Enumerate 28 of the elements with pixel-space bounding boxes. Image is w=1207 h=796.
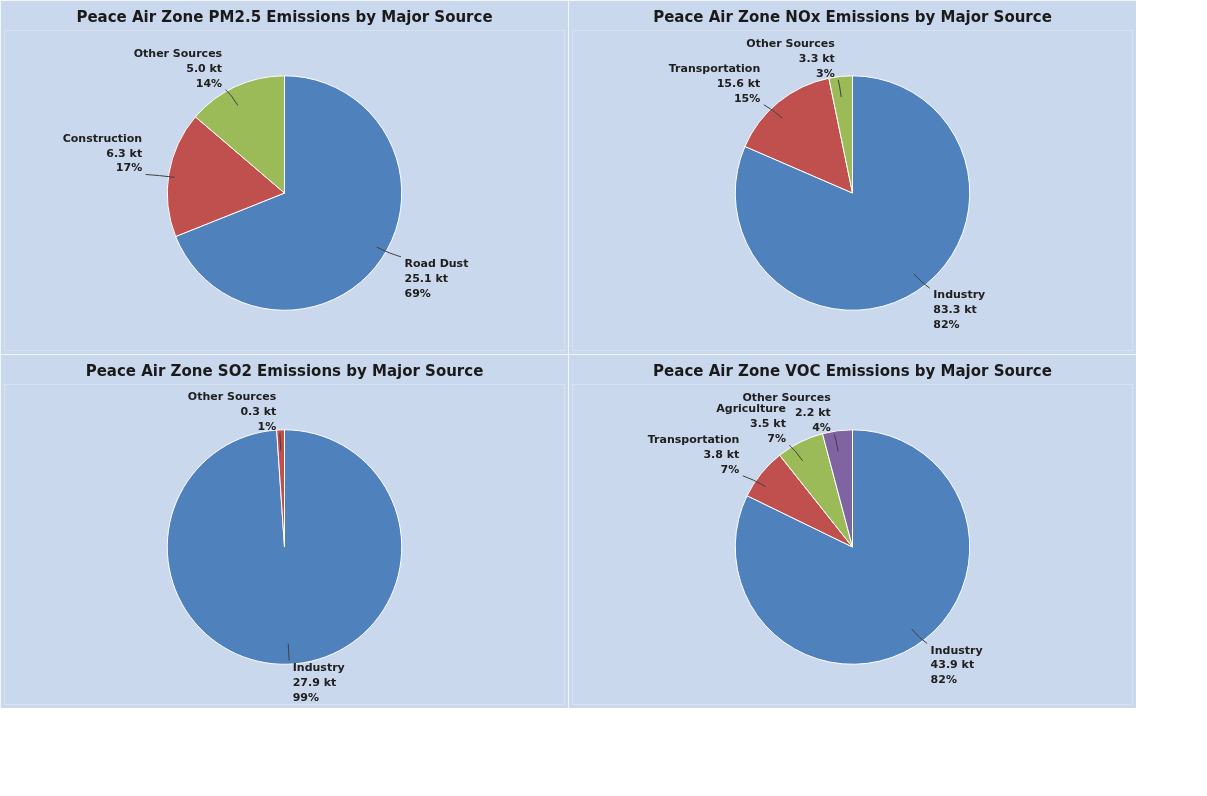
slice-label: Road Dust [404, 256, 469, 270]
slice-label: Transportation [668, 61, 761, 75]
slice-label: Industry [930, 643, 983, 657]
slice-label: Construction [62, 131, 143, 145]
data-label: 3.3 kt 3% [798, 51, 835, 80]
data-label: 43.9 kt 82% [930, 658, 975, 687]
data-label: 3.8 kt 7% [703, 447, 740, 476]
chart-title: Peace Air Zone VOC Emissions by Major Source [653, 361, 1052, 380]
data-label: 2.2 kt 4% [794, 406, 831, 435]
slice-label: Other Sources [742, 391, 832, 405]
chart-title: Peace Air Zone NOx Emissions by Major Source [653, 7, 1052, 26]
data-label: 25.1 kt 69% [404, 271, 449, 300]
slice-label: Other Sources [746, 36, 836, 50]
chart-title: Peace Air Zone PM2.5 Emissions by Major Source [76, 7, 493, 26]
slice-label: Transportation [647, 432, 740, 446]
slice-label: Other Sources [133, 46, 223, 60]
data-label: 3.5 kt 7% [750, 417, 786, 446]
slice-label: Other Sources [187, 390, 277, 404]
slice-label: Agriculture [716, 402, 786, 416]
slice-label: Industry [933, 288, 986, 302]
data-label: 27.9 kt 99% [292, 675, 337, 704]
data-label: 83.3 kt 82% [933, 303, 977, 332]
data-label: 6.3 kt 17% [106, 146, 143, 175]
chart-title: Peace Air Zone SO2 Emissions by Major Source [85, 361, 484, 380]
slice-label: Industry [292, 660, 345, 674]
data-label: 0.3 kt 1% [240, 405, 277, 434]
data-label: 15.6 kt 15% [716, 76, 761, 105]
data-label: 5.0 kt 14% [186, 61, 223, 90]
